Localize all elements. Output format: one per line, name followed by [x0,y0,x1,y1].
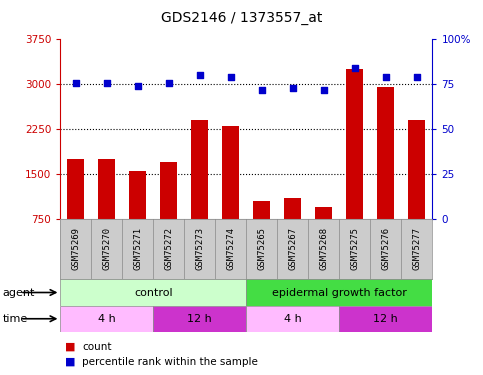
Bar [346,69,363,219]
Point [382,74,390,80]
Bar [67,159,85,219]
Text: GSM75273: GSM75273 [195,226,204,270]
Text: GSM75267: GSM75267 [288,226,298,270]
Bar [339,306,432,332]
Text: epidermal growth factor: epidermal growth factor [272,288,407,297]
Text: GSM75276: GSM75276 [381,226,390,270]
Bar [60,306,154,332]
Text: 12 h: 12 h [187,314,212,324]
Text: ■: ■ [65,342,76,352]
Point [413,74,421,80]
Text: 4 h: 4 h [284,314,302,324]
Text: GDS2146 / 1373557_at: GDS2146 / 1373557_at [161,11,322,25]
Bar [154,306,246,332]
Bar [129,171,146,219]
Bar [284,198,301,219]
Bar [99,159,115,219]
Text: GSM75277: GSM75277 [412,226,421,270]
Bar [246,279,432,306]
Text: time: time [2,314,28,324]
Bar [222,126,240,219]
Text: GSM75265: GSM75265 [257,226,266,270]
Bar [191,120,208,219]
Bar [60,279,246,306]
Text: GSM75275: GSM75275 [350,226,359,270]
Point [258,87,266,93]
Point [320,87,327,93]
Point [289,85,297,91]
Bar [253,201,270,219]
Bar [246,306,339,332]
Point [72,80,80,86]
Point [227,74,235,80]
Text: ■: ■ [65,357,76,367]
Text: GSM75270: GSM75270 [102,226,112,270]
Point [351,65,359,71]
Text: GSM75269: GSM75269 [71,226,80,270]
Text: agent: agent [2,288,35,297]
Text: GSM75268: GSM75268 [319,226,328,270]
Point [134,83,142,89]
Text: GSM75271: GSM75271 [133,226,142,270]
Bar [408,120,426,219]
Text: 12 h: 12 h [373,314,398,324]
Bar [377,87,394,219]
Bar [160,162,177,219]
Point [165,80,173,86]
Text: control: control [134,288,172,297]
Text: 4 h: 4 h [98,314,116,324]
Text: GSM75272: GSM75272 [164,226,173,270]
Text: count: count [82,342,112,352]
Text: percentile rank within the sample: percentile rank within the sample [82,357,258,367]
Point [196,72,204,78]
Text: GSM75274: GSM75274 [227,226,235,270]
Point [103,80,111,86]
Bar [315,207,332,219]
